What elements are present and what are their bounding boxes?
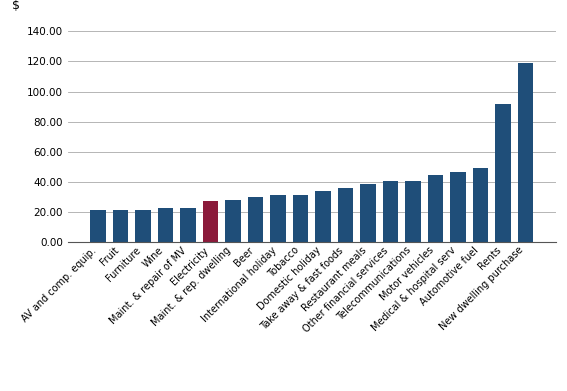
Bar [203, 201, 218, 242]
Bar [473, 168, 489, 242]
Bar [518, 63, 534, 242]
Bar [338, 188, 353, 242]
Bar [225, 200, 241, 242]
Bar [428, 174, 443, 242]
Bar [315, 191, 331, 242]
Bar [180, 208, 196, 242]
Bar [113, 210, 129, 242]
Bar [405, 181, 421, 242]
Bar [495, 104, 511, 242]
Bar [360, 184, 376, 242]
Bar [293, 196, 308, 242]
Bar [158, 208, 174, 242]
Bar [90, 210, 106, 242]
Bar [383, 181, 399, 242]
Bar [248, 197, 264, 242]
Text: $: $ [12, 0, 20, 12]
Bar [450, 172, 466, 242]
Bar [270, 196, 286, 242]
Bar [135, 210, 151, 242]
